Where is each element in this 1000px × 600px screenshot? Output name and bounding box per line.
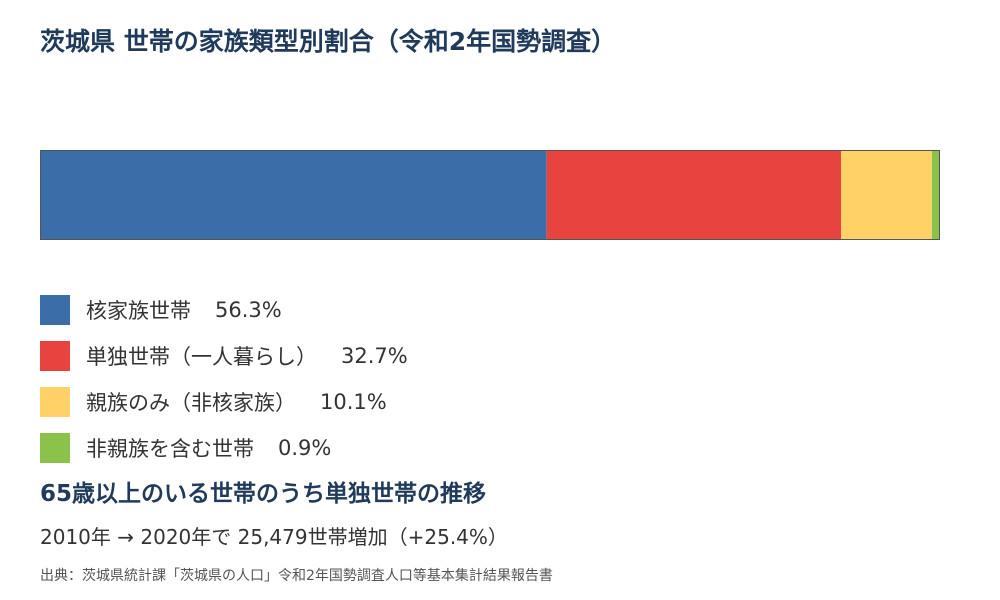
chart-title: 茨城県 世帯の家族類型別割合（令和2年国勢調査） — [40, 27, 617, 56]
trend-text: 2010年 → 2020年で 25,479世帯増加（+25.4%） — [40, 525, 508, 549]
source-note: 出典：茨城県統計課「茨城県の人口」令和2年国勢調査人口等基本集計結果報告書 — [40, 568, 553, 584]
legend-value-relatives: 10.1% — [320, 390, 387, 414]
legend-swatch-non-relatives — [40, 433, 70, 463]
subheading: 65歳以上のいる世帯のうち単独世帯の推移 — [40, 481, 487, 507]
bar-outline — [40, 150, 940, 240]
legend-swatch-nuclear — [40, 295, 70, 325]
legend-swatch-relatives — [40, 387, 70, 417]
legend-item-single: 単独世帯（一人暮らし） 32.7% — [40, 333, 408, 379]
bar-segment-relatives — [841, 150, 932, 240]
legend-item-nuclear: 核家族世帯 56.3% — [40, 287, 408, 333]
legend-value-nuclear: 56.3% — [215, 298, 282, 322]
bar-segment-single — [546, 150, 841, 240]
legend-label-nuclear: 核家族世帯 — [86, 299, 191, 323]
legend-swatch-single — [40, 341, 70, 371]
legend: 核家族世帯 56.3% 単独世帯（一人暮らし） 32.7% 親族のみ（非核家族）… — [40, 287, 408, 471]
legend-label-single: 単独世帯（一人暮らし） — [86, 345, 317, 369]
legend-label-non-relatives: 非親族を含む世帯 — [86, 437, 254, 461]
legend-label-relatives: 親族のみ（非核家族） — [86, 391, 296, 415]
legend-item-relatives: 親族のみ（非核家族） 10.1% — [40, 379, 408, 425]
legend-value-single: 32.7% — [341, 344, 408, 368]
legend-item-non-relatives: 非親族を含む世帯 0.9% — [40, 425, 408, 471]
bar-segment-nuclear — [40, 150, 547, 240]
legend-value-non-relatives: 0.9% — [278, 436, 332, 460]
bar-segment-non-relatives — [931, 150, 940, 240]
